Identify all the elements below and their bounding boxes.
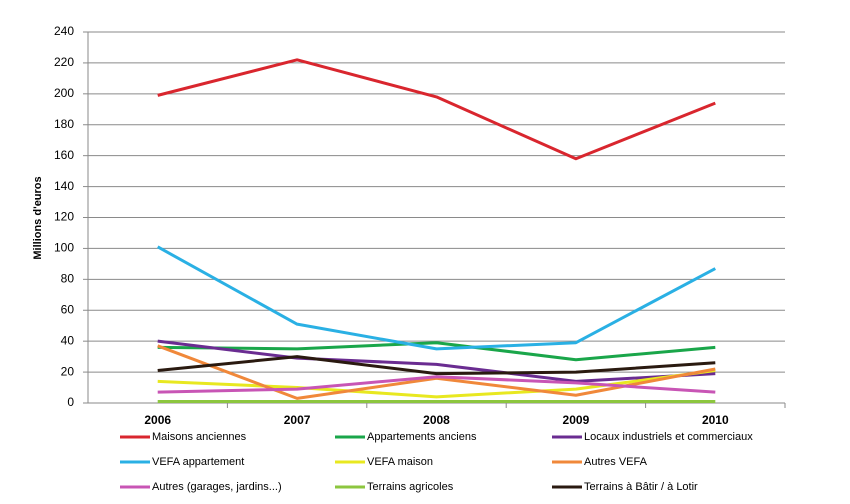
series-line bbox=[157, 58, 716, 161]
y-tick-label: 200 bbox=[54, 86, 74, 100]
legend-label: Maisons anciennes bbox=[152, 431, 247, 443]
x-tick-label: 2009 bbox=[563, 413, 590, 427]
legend-label: Terrains agricoles bbox=[367, 481, 454, 493]
series-line bbox=[157, 339, 716, 383]
y-tick-label: 60 bbox=[61, 302, 75, 316]
y-tick-label: 40 bbox=[61, 333, 75, 347]
legend-label: Autres (garages, jardins...) bbox=[152, 481, 282, 493]
legend-label: Autres VEFA bbox=[584, 456, 648, 468]
y-tick-label: 80 bbox=[61, 272, 75, 286]
y-tick-label: 140 bbox=[54, 179, 74, 193]
series-line bbox=[156, 245, 717, 351]
x-tick-label: 2006 bbox=[144, 413, 171, 427]
legend-label: Terrains à Bâtir / à Lotir bbox=[584, 481, 698, 493]
y-tick-label: 240 bbox=[54, 24, 74, 38]
series-line bbox=[157, 341, 716, 362]
y-tick-label: 160 bbox=[54, 148, 74, 162]
x-tick-label: 2010 bbox=[702, 413, 729, 427]
y-tick-label: 220 bbox=[54, 55, 74, 69]
y-axis-label: Millions d'euros bbox=[32, 176, 44, 259]
series-line bbox=[157, 355, 716, 376]
legend-label: Appartements anciens bbox=[367, 431, 477, 443]
legend-label: VEFA appartement bbox=[152, 456, 244, 468]
x-tick-label: 2008 bbox=[423, 413, 450, 427]
y-tick-label: 20 bbox=[61, 364, 75, 378]
y-tick-label: 100 bbox=[54, 241, 74, 255]
series-line bbox=[157, 369, 716, 399]
x-tick-label: 2007 bbox=[284, 413, 311, 427]
legend-label: Locaux industriels et commerciaux bbox=[584, 431, 753, 443]
y-tick-label: 180 bbox=[54, 117, 74, 131]
legend-label: VEFA maison bbox=[367, 456, 433, 468]
y-tick-label: 120 bbox=[54, 210, 74, 224]
y-tick-label: 0 bbox=[67, 395, 74, 409]
series-line bbox=[157, 375, 716, 394]
